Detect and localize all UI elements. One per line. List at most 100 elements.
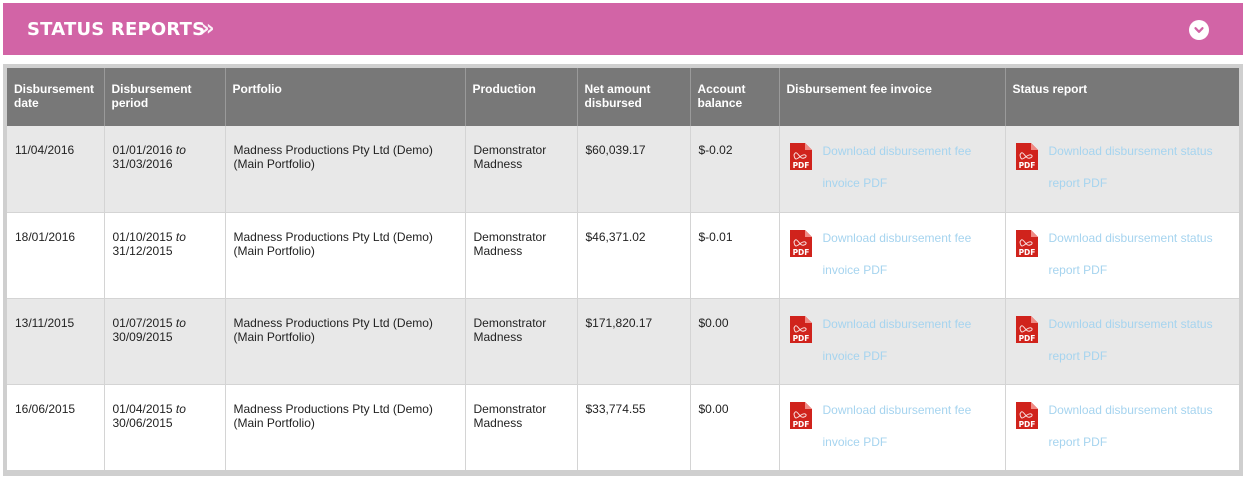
net-amount: $46,371.02 <box>577 212 691 299</box>
disbursement-date: 18/01/2016 <box>7 212 105 299</box>
disbursement-date: 16/06/2015 <box>7 384 105 470</box>
portfolio-name: Madness Productions Pty Ltd (Demo) <box>233 229 433 244</box>
status-report-cell: PDF Download disbursement status report … <box>1005 384 1239 470</box>
portfolio-sub: (Main Portfolio) <box>233 329 315 344</box>
fee-invoice-cell: PDF Download disbursement fee invoice PD… <box>779 384 1006 470</box>
svg-text:PDF: PDF <box>792 334 809 343</box>
period-start: 01/04/2015 <box>112 401 173 416</box>
column-header: Disbursement period <box>104 68 226 126</box>
svg-text:PDF: PDF <box>792 161 809 170</box>
table-row: 18/01/2016 01/10/2015 to 31/12/2015 Madne… <box>7 212 1239 299</box>
disbursement-date: 13/11/2015 <box>7 298 105 385</box>
production-name: Demonstrator Madness <box>473 143 547 171</box>
production: Demonstrator Madness <box>465 298 578 385</box>
period-separator: to <box>175 229 186 244</box>
production-name: Demonstrator Madness <box>473 315 547 344</box>
status-reports-header: STATUS REPORTS » <box>3 3 1243 55</box>
pdf-icon[interactable]: PDF <box>789 315 813 344</box>
download-status-report-link[interactable]: Download disbursement status report PDF <box>1048 144 1213 190</box>
pdf-icon[interactable]: PDF <box>789 229 813 258</box>
status-report-cell: PDF Download disbursement status report … <box>1005 298 1239 385</box>
date-value: 13/11/2015 <box>15 315 75 330</box>
status-reports-panel: Disbursement date Disbursement period Po… <box>3 64 1243 476</box>
disbursement-date: 11/04/2016 <box>7 126 105 213</box>
production-name: Demonstrator Madness <box>473 401 547 430</box>
date-value: 16/06/2015 <box>15 401 76 416</box>
pdf-icon[interactable]: PDF <box>789 401 813 430</box>
svg-text:PDF: PDF <box>1018 420 1035 429</box>
column-header: Disbursement fee invoice <box>779 68 1006 126</box>
account-balance: $-0.02 <box>690 126 780 213</box>
double-chevron-right-icon: » <box>201 16 214 40</box>
disbursement-period: 01/04/2015 to 30/06/2015 <box>104 384 226 470</box>
period-end: 31/12/2015 <box>112 243 173 258</box>
download-status-report-link[interactable]: Download disbursement status report PDF <box>1048 316 1213 363</box>
balance-value: $0.00 <box>698 315 729 330</box>
svg-text:PDF: PDF <box>1018 334 1035 343</box>
account-balance: $0.00 <box>690 384 780 470</box>
column-header: Production <box>465 68 578 126</box>
pdf-icon[interactable]: PDF <box>789 142 813 171</box>
net-amount: $171,820.17 <box>577 298 691 385</box>
disbursement-period: 01/07/2015 to 30/09/2015 <box>104 298 226 385</box>
status-reports-table: Disbursement date Disbursement period Po… <box>7 68 1239 470</box>
pdf-icon[interactable]: PDF <box>1015 142 1039 171</box>
download-fee-invoice-link[interactable]: Download disbursement fee invoice PDF <box>822 316 972 363</box>
portfolio: Madness Productions Pty Ltd (Demo) (Main … <box>225 212 466 299</box>
balance-value: $-0.01 <box>698 229 733 244</box>
balance-value: $0.00 <box>698 401 729 416</box>
period-start: 01/01/2016 <box>112 143 173 157</box>
column-header: Status report <box>1005 68 1239 126</box>
date-value: 18/01/2016 <box>15 229 76 244</box>
portfolio: Madness Productions Pty Ltd (Demo) (Main … <box>225 298 466 385</box>
portfolio: Madness Productions Pty Ltd (Demo) (Main … <box>225 384 466 470</box>
portfolio-sub: (Main Portfolio) <box>233 415 315 430</box>
svg-text:PDF: PDF <box>792 420 809 429</box>
pdf-icon[interactable]: PDF <box>1015 401 1039 430</box>
portfolio-sub: (Main Portfolio) <box>233 243 315 258</box>
column-header: Net amount disbursed <box>577 68 691 126</box>
portfolio: Madness Productions Pty Ltd (Demo) (Main … <box>225 126 466 213</box>
portfolio-name: Madness Productions Pty Ltd (Demo) <box>233 315 433 330</box>
date-value: 11/04/2016 <box>15 143 75 157</box>
download-status-report-link[interactable]: Download disbursement status report PDF <box>1048 402 1213 449</box>
disbursement-period: 01/01/2016 to 31/03/2016 <box>104 126 226 213</box>
column-header: Disbursement date <box>7 68 105 126</box>
svg-text:PDF: PDF <box>1018 248 1035 257</box>
net-amount-value: $171,820.17 <box>585 315 653 330</box>
portfolio-name: Madness Productions Pty Ltd (Demo) <box>233 401 433 416</box>
fee-invoice-cell: PDF Download disbursement fee invoice PD… <box>779 212 1006 299</box>
disbursement-period: 01/10/2015 to 31/12/2015 <box>104 212 226 299</box>
download-fee-invoice-link[interactable]: Download disbursement fee invoice PDF <box>822 144 972 190</box>
production: Demonstrator Madness <box>465 212 578 299</box>
account-balance: $-0.01 <box>690 212 780 299</box>
fee-invoice-cell: PDF Download disbursement fee invoice PD… <box>779 298 1006 385</box>
period-start: 01/10/2015 <box>112 229 173 244</box>
download-fee-invoice-link[interactable]: Download disbursement fee invoice PDF <box>822 402 972 449</box>
balance-value: $-0.02 <box>698 143 733 157</box>
column-header: Portfolio <box>225 68 466 126</box>
chevron-down-icon <box>1194 27 1204 33</box>
status-report-cell: PDF Download disbursement status report … <box>1005 126 1239 213</box>
net-amount-value: $60,039.17 <box>585 143 646 157</box>
portfolio-name: Madness Productions Pty Ltd (Demo) <box>233 143 433 157</box>
download-fee-invoice-link[interactable]: Download disbursement fee invoice PDF <box>822 230 972 277</box>
net-amount: $33,774.55 <box>577 384 691 470</box>
fee-invoice-cell: PDF Download disbursement fee invoice PD… <box>779 126 1006 213</box>
svg-text:PDF: PDF <box>1018 161 1035 170</box>
download-status-report-link[interactable]: Download disbursement status report PDF <box>1048 230 1213 277</box>
period-separator: to <box>175 401 186 416</box>
column-header: Account balance <box>690 68 780 126</box>
table-row: 13/11/2015 01/07/2015 to 30/09/2015 Madne… <box>7 298 1239 385</box>
pdf-icon[interactable]: PDF <box>1015 315 1039 344</box>
expand-toggle-button[interactable] <box>1189 20 1209 40</box>
production-name: Demonstrator Madness <box>473 229 547 258</box>
period-end: 30/09/2015 <box>112 329 173 344</box>
pdf-icon[interactable]: PDF <box>1015 229 1039 258</box>
table-row: 16/06/2015 01/04/2015 to 30/06/2015 Madne… <box>7 384 1239 470</box>
table-header-row: Disbursement date Disbursement period Po… <box>7 68 1239 126</box>
net-amount-value: $33,774.55 <box>585 401 646 416</box>
svg-text:PDF: PDF <box>792 248 809 257</box>
account-balance: $0.00 <box>690 298 780 385</box>
period-end: 30/06/2015 <box>112 415 173 430</box>
